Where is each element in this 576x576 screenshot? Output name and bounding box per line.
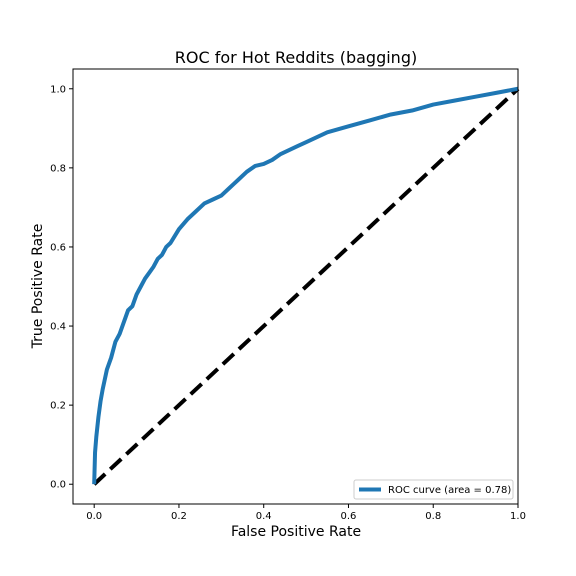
roc-curve-line: [92, 86, 519, 485]
y-tick-label: 0.8: [50, 163, 66, 174]
plot-frame: [72, 68, 519, 505]
x-tick-label: 0.8: [425, 511, 441, 522]
y-tick-label: 0.0: [50, 480, 66, 491]
x-axis-label: False Positive Rate: [231, 524, 361, 540]
x-tick-label: 1.0: [510, 511, 526, 522]
legend: ROC curve (area = 0.78): [353, 479, 514, 500]
y-tick-label: 1.0: [50, 84, 66, 95]
legend-roc-label: ROC curve (area = 0.78): [388, 485, 511, 496]
y-axis-label: True Positive Rate: [30, 224, 46, 350]
plot-area: [72, 68, 520, 505]
x-tick-label: 0.2: [171, 511, 187, 522]
x-tick-label: 0.0: [86, 511, 102, 522]
series-layer: [92, 86, 520, 486]
y-tick-label: 0.6: [50, 242, 66, 253]
y-tick-label: 0.2: [50, 401, 66, 412]
legend-box: [353, 479, 514, 500]
x-tick-label: 0.4: [256, 511, 272, 522]
x-tick-label: 0.6: [341, 511, 357, 522]
y-axis-ticks: 0.0 0.2 0.4 0.6 0.8 1.0: [50, 84, 73, 491]
x-axis-ticks: 0.0 0.2 0.4 0.6 0.8 1.0: [86, 504, 526, 522]
y-tick-label: 0.4: [50, 322, 66, 333]
chart-title: ROC for Hot Reddits (bagging): [175, 48, 417, 67]
chance-diagonal-line: [92, 87, 520, 486]
